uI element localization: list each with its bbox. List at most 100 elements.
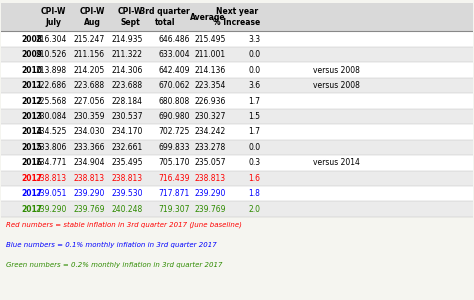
Text: 222.686: 222.686 xyxy=(35,81,66,90)
Text: 235.495: 235.495 xyxy=(111,158,143,167)
Text: 211.156: 211.156 xyxy=(74,50,105,59)
Text: 239.290: 239.290 xyxy=(35,205,66,214)
Text: 2013: 2013 xyxy=(21,112,42,121)
Text: 642.409: 642.409 xyxy=(158,66,190,75)
Text: 230.359: 230.359 xyxy=(73,112,105,121)
Text: 214.136: 214.136 xyxy=(194,66,226,75)
Bar xyxy=(1,47,473,62)
Text: 211.322: 211.322 xyxy=(112,50,143,59)
Text: 3rd quarter
total: 3rd quarter total xyxy=(140,7,190,27)
Text: 210.526: 210.526 xyxy=(35,50,66,59)
Bar xyxy=(1,155,473,171)
Text: versus 2008: versus 2008 xyxy=(313,81,360,90)
Text: 1.7: 1.7 xyxy=(248,128,261,136)
Text: 226.936: 226.936 xyxy=(194,97,226,106)
Text: 3.6: 3.6 xyxy=(248,81,261,90)
Text: 216.304: 216.304 xyxy=(35,35,66,44)
Text: 234.030: 234.030 xyxy=(73,128,105,136)
Text: 0.0: 0.0 xyxy=(248,50,261,59)
Text: 235.057: 235.057 xyxy=(194,158,226,167)
Text: 213.898: 213.898 xyxy=(35,66,66,75)
Text: 0.3: 0.3 xyxy=(248,158,261,167)
Text: 690.980: 690.980 xyxy=(158,112,190,121)
Text: 2012: 2012 xyxy=(21,97,42,106)
Text: 2010: 2010 xyxy=(21,66,42,75)
Text: Blue numbers = 0.1% monthly inflation in 3rd quarter 2017: Blue numbers = 0.1% monthly inflation in… xyxy=(6,242,217,248)
Text: 214.306: 214.306 xyxy=(111,66,143,75)
Text: 2015: 2015 xyxy=(21,143,42,152)
Text: 633.004: 633.004 xyxy=(158,50,190,59)
Text: 699.833: 699.833 xyxy=(158,143,190,152)
Text: 0.0: 0.0 xyxy=(248,66,261,75)
Text: 2017: 2017 xyxy=(21,205,42,214)
Text: 1.7: 1.7 xyxy=(248,97,261,106)
Text: 232.661: 232.661 xyxy=(111,143,143,152)
Text: 223.354: 223.354 xyxy=(194,81,226,90)
Bar xyxy=(1,32,473,47)
Text: 215.247: 215.247 xyxy=(74,35,105,44)
Text: 2014: 2014 xyxy=(21,128,42,136)
Text: 230.084: 230.084 xyxy=(35,112,66,121)
Text: Red numbers = stable inflation in 3rd quarter 2017 (June baseline): Red numbers = stable inflation in 3rd qu… xyxy=(6,221,242,228)
Text: 239.051: 239.051 xyxy=(35,189,66,198)
Text: 240.248: 240.248 xyxy=(111,205,143,214)
Text: 214.935: 214.935 xyxy=(111,35,143,44)
Text: 223.688: 223.688 xyxy=(74,81,105,90)
Text: 680.808: 680.808 xyxy=(159,97,190,106)
Bar xyxy=(1,171,473,186)
Text: 717.871: 717.871 xyxy=(159,189,190,198)
Text: 0.0: 0.0 xyxy=(248,143,261,152)
Text: 234.242: 234.242 xyxy=(194,128,226,136)
Text: 238.813: 238.813 xyxy=(112,174,143,183)
Bar xyxy=(1,93,473,109)
Bar xyxy=(1,78,473,93)
Text: versus 2014: versus 2014 xyxy=(313,158,360,167)
Text: 238.813: 238.813 xyxy=(74,174,105,183)
Text: 214.205: 214.205 xyxy=(74,66,105,75)
Text: 211.001: 211.001 xyxy=(194,50,226,59)
Text: 2009: 2009 xyxy=(21,50,42,59)
Text: 238.813: 238.813 xyxy=(35,174,66,183)
Bar xyxy=(1,202,473,217)
Text: 233.366: 233.366 xyxy=(73,143,105,152)
Bar xyxy=(1,124,473,140)
Text: 1.5: 1.5 xyxy=(248,112,261,121)
Text: CPI-W
Aug: CPI-W Aug xyxy=(80,7,105,27)
Text: 2011: 2011 xyxy=(21,81,42,90)
Text: 227.056: 227.056 xyxy=(73,97,105,106)
Bar xyxy=(1,186,473,202)
Text: 239.290: 239.290 xyxy=(194,189,226,198)
Text: 239.769: 239.769 xyxy=(73,205,105,214)
Text: 215.495: 215.495 xyxy=(194,35,226,44)
Text: 1.8: 1.8 xyxy=(249,189,261,198)
Bar xyxy=(1,140,473,155)
Text: 238.813: 238.813 xyxy=(194,174,226,183)
Text: 234.904: 234.904 xyxy=(73,158,105,167)
Bar xyxy=(1,62,473,78)
Text: 230.327: 230.327 xyxy=(194,112,226,121)
Text: 2.0: 2.0 xyxy=(248,205,261,214)
Text: 1.6: 1.6 xyxy=(248,174,261,183)
Text: 234.771: 234.771 xyxy=(35,158,66,167)
Text: 233.806: 233.806 xyxy=(35,143,66,152)
Text: 670.062: 670.062 xyxy=(158,81,190,90)
Text: 2016: 2016 xyxy=(21,158,42,167)
Text: 239.290: 239.290 xyxy=(73,189,105,198)
Text: 239.530: 239.530 xyxy=(111,189,143,198)
Text: 239.769: 239.769 xyxy=(194,205,226,214)
Text: Average: Average xyxy=(190,13,226,22)
Text: 702.725: 702.725 xyxy=(158,128,190,136)
Text: 719.307: 719.307 xyxy=(158,205,190,214)
Text: 716.439: 716.439 xyxy=(158,174,190,183)
Text: 3.3: 3.3 xyxy=(248,35,261,44)
Text: CPI-W
Sept: CPI-W Sept xyxy=(118,7,143,27)
Text: 2017: 2017 xyxy=(21,189,42,198)
Bar xyxy=(1,3,473,32)
Text: 2008: 2008 xyxy=(21,35,42,44)
Text: 225.568: 225.568 xyxy=(35,97,66,106)
Text: 646.486: 646.486 xyxy=(158,35,190,44)
Text: 230.537: 230.537 xyxy=(111,112,143,121)
Text: Next year
% Increase: Next year % Increase xyxy=(213,7,261,27)
Text: 223.688: 223.688 xyxy=(112,81,143,90)
Text: 234.170: 234.170 xyxy=(111,128,143,136)
